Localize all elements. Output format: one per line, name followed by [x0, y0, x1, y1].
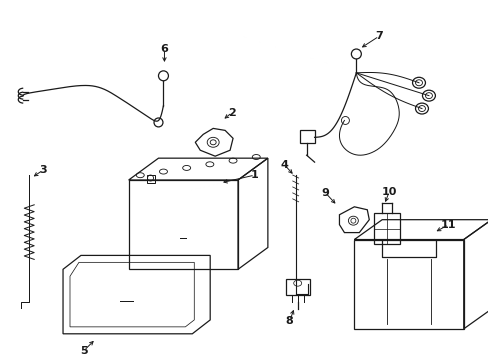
Text: 1: 1	[250, 170, 258, 180]
Text: 5: 5	[80, 346, 87, 356]
Text: 7: 7	[375, 31, 382, 41]
Text: 10: 10	[381, 187, 396, 197]
Text: 4: 4	[280, 160, 288, 170]
Text: 3: 3	[39, 165, 47, 175]
Text: 2: 2	[228, 108, 236, 117]
Text: 11: 11	[440, 220, 456, 230]
Text: 8: 8	[285, 316, 293, 326]
Text: 9: 9	[321, 188, 329, 198]
Text: 6: 6	[160, 44, 168, 54]
